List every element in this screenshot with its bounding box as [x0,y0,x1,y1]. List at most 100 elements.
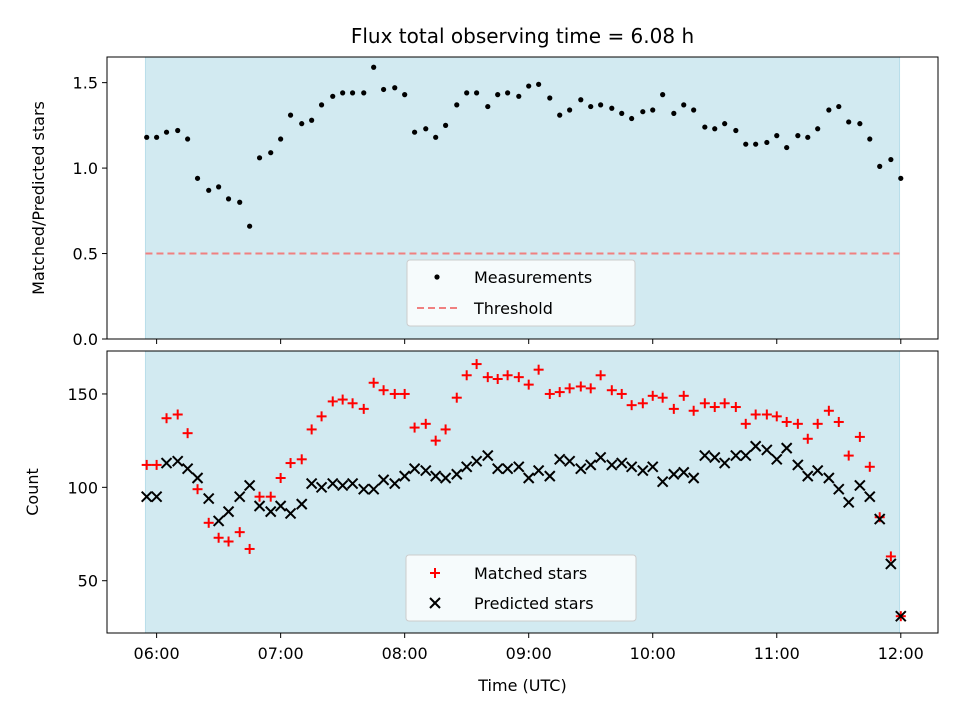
predicted-star-point [181,462,194,475]
count-y-tick-label: 100 [67,478,98,497]
measurement-point [650,107,656,113]
measurement-point [194,175,201,181]
matched-star-point [595,370,606,381]
predicted-star-point [823,472,835,484]
predicted-star-point [637,464,649,477]
measurement-point [898,175,904,181]
predicted-star-point [429,470,442,482]
matched-star-point [296,454,307,465]
predicted-star-point [327,477,339,490]
predicted-star-point [625,461,638,473]
matched-star-point [275,472,286,483]
measurement-point [175,127,181,134]
count-legend: Matched stars Predicted stars [405,554,637,622]
measurement-point [888,156,894,163]
matched-star-point [781,416,792,427]
matched-star-point [306,424,317,435]
matched-star-point [316,411,327,422]
matched-star-point [864,461,875,472]
measurement-point [392,85,398,91]
measurement-point [423,126,429,132]
predicted-star-point [171,455,184,467]
matched-star-point [244,543,255,554]
predicted-star-point [522,472,535,484]
predicted-star-point [761,444,773,456]
measurement-point [225,196,232,202]
matched-star-point [554,387,565,398]
measurement-point [206,187,212,193]
predicted-star-point [160,457,173,469]
predicted-star-point [699,449,711,462]
measurement-point [154,134,160,140]
measurement-point [588,103,594,110]
measurement-point [505,90,511,96]
measurement-point [237,199,243,205]
matched-star-point [192,484,203,495]
ratio-legend-box [406,259,636,327]
matched-star-point [823,405,834,416]
matched-star-point [451,392,462,403]
predicted-star-point [873,513,886,525]
predicted-star-point [687,472,700,484]
predicted-star-point [367,483,380,495]
predicted-star-point [482,449,494,462]
predicted-star-point [460,461,473,473]
matched-star-point [492,374,503,385]
matched-star-point [440,424,451,435]
ratio-panel-frame [106,56,939,340]
measurement-point [268,150,274,156]
predicted-star-point [656,476,669,488]
measurement-point [764,139,770,146]
matched-star-point [843,450,854,461]
predicted-star-point [842,496,855,508]
measurement-point [578,97,584,103]
matched-star-point [482,372,493,383]
ratio-y-axis-label: Matched/Predicted stars [29,101,48,295]
matched-star-point [709,402,720,413]
chart-title: Flux total observing time = 6.08 h [351,24,694,48]
x-tick-label: 11:00 [754,644,800,663]
count-legend-box [405,554,637,622]
predicted-star-point [253,500,266,512]
measurement-point [536,81,542,87]
measurement-point [598,102,604,108]
x-tick-label: 10:00 [630,644,676,663]
predicted-star-point [606,459,618,471]
matched-star-point [833,416,844,427]
measurements-legend-label: Measurements [474,268,592,287]
matched-star-point [626,400,637,411]
measurement-point [846,119,852,125]
measurement-point [464,90,470,96]
predicted-star-point [833,483,845,495]
measurement-point [774,133,780,139]
matched-star-point [575,381,586,392]
matched-star-point [699,398,710,409]
predicted-star-point [771,453,783,466]
matched-star-point [637,398,648,409]
matched-star-point [885,551,896,562]
predicted-star-point [234,490,246,503]
matched-star-point [523,379,534,390]
predicted-star-point [284,507,297,520]
matched-star-point [544,388,555,399]
matched-star-point [368,377,379,388]
predicted-star-point [668,468,680,480]
matched-star-point [740,418,751,429]
predicted-star-point [305,477,318,490]
predicted-star-point [563,455,576,467]
ratio-panel: 0.0 0.5 1.0 1.5 Flux total observing time =… [29,24,939,349]
measurement-point [712,126,718,132]
predicted-star-point [513,461,525,473]
predicted-star-point [895,610,907,622]
predicted-star-point [470,455,483,467]
predicted-star-point [358,483,370,495]
measurement-point [784,144,790,151]
matched-star-point [792,418,803,429]
predicted-star-point [377,474,390,486]
measurement-point [474,90,480,96]
predicted-star-point [346,477,359,490]
measurement-point [557,112,563,118]
x-tick-label: 06:00 [134,644,180,663]
predicted-star-point [740,449,752,462]
x-tick-label: 08:00 [382,644,428,663]
